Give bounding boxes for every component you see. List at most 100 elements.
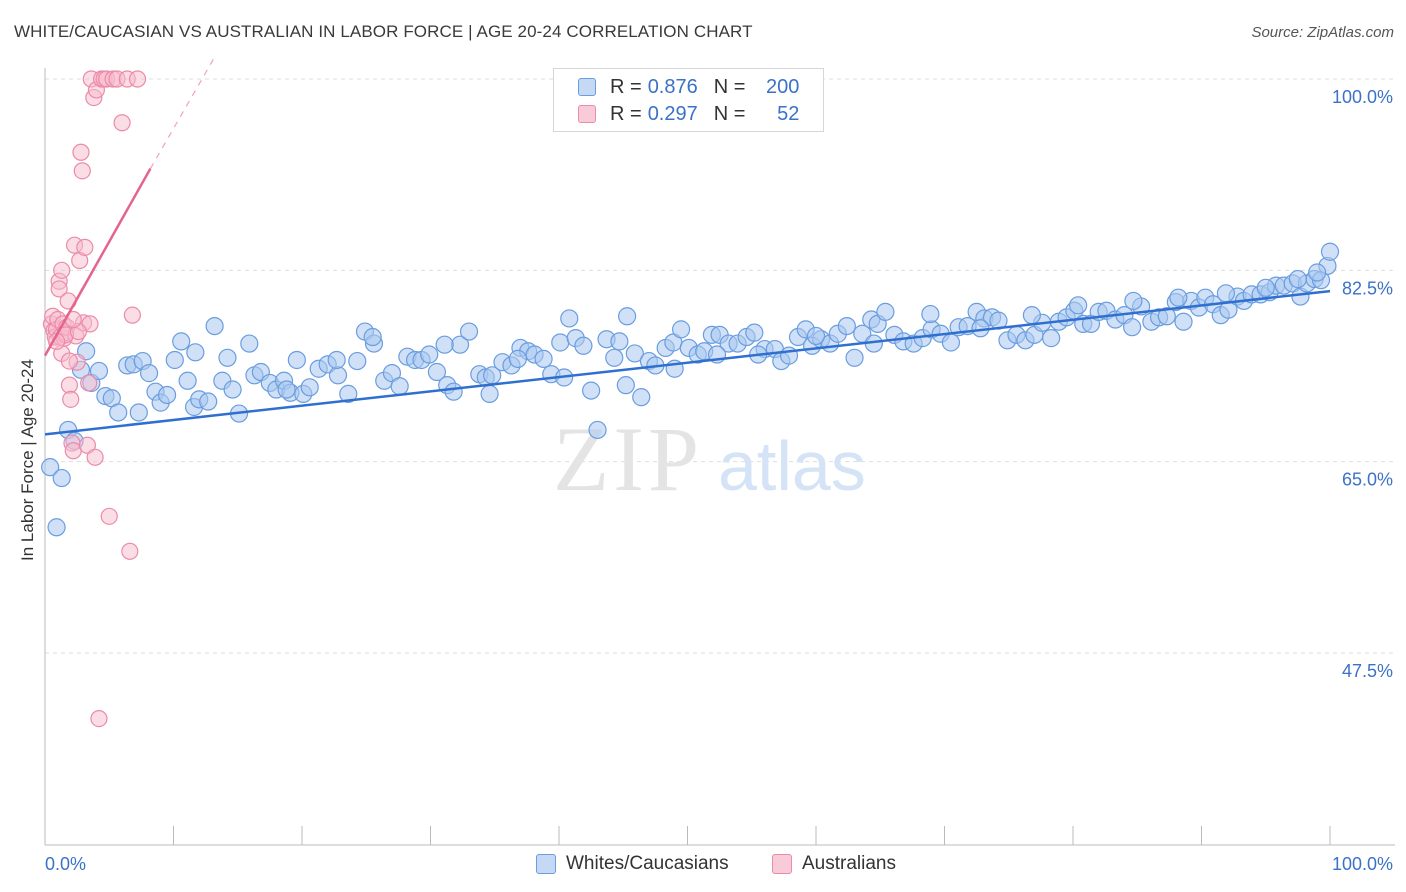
watermark-zip: ZIP (553, 408, 703, 510)
whites-point (47, 518, 66, 537)
australians-point (121, 542, 139, 560)
whites-point (625, 344, 644, 363)
whites-point (339, 384, 358, 403)
whites-point (845, 348, 864, 367)
trend-lines (43, 56, 1331, 436)
legend-r-label: R = (610, 75, 642, 98)
whites-point (165, 350, 184, 370)
australians-point (72, 143, 90, 161)
whites-point (427, 362, 447, 382)
australians-trend-extension (149, 56, 216, 169)
legend-r-value: 0.297 (647, 102, 698, 125)
whites-point (941, 333, 961, 352)
y-tick-label: 65.0% (1342, 470, 1393, 490)
whites-point (300, 378, 319, 397)
whites-point (574, 336, 593, 355)
whites-point (52, 468, 71, 488)
x-tick-label: 0.0% (45, 854, 86, 874)
whites-point (186, 343, 205, 362)
legend-swatch-whites (536, 854, 556, 874)
legend-n-label: N = (713, 102, 746, 125)
australians-point (123, 306, 141, 324)
y-tick-labels: 47.5% 65.0% 82.5% 100.0% (1332, 87, 1393, 681)
correlation-legend: R = 0.876 N = 200 R = 0.297 N = 52 (553, 68, 824, 132)
whites-point (1320, 242, 1340, 261)
whites-point (560, 309, 579, 328)
whites-point (610, 332, 629, 351)
australians-point (62, 390, 80, 408)
whites-point (89, 361, 109, 381)
whites-point (1288, 269, 1307, 289)
watermark: ZIP atlas (553, 408, 866, 510)
australians-point (100, 507, 118, 525)
whites-point (1157, 307, 1176, 326)
source-label: Source: ZipAtlas.com (1251, 24, 1394, 41)
whites-point (157, 385, 177, 405)
australians-trend-line (43, 168, 152, 357)
whites-point (444, 382, 463, 401)
australians-point (78, 436, 97, 454)
australians-point (53, 261, 71, 279)
whites-point (671, 320, 691, 339)
whites-point (876, 302, 895, 321)
whites-point (327, 350, 346, 370)
legend-r-label: R = (610, 102, 642, 125)
whites-point (420, 345, 439, 364)
chart-title: WHITE/CAUCASIAN VS AUSTRALIAN IN LABOR F… (14, 22, 753, 41)
whites-points (41, 242, 1340, 537)
australians-point (90, 709, 108, 728)
legend-swatch-whites (578, 78, 596, 96)
whites-point (588, 420, 607, 440)
whites-point (921, 304, 940, 324)
whites-point (205, 316, 224, 336)
whites-point (178, 371, 197, 390)
whites-point (1169, 288, 1188, 307)
legend-swatch-australians (772, 854, 792, 874)
legend-n-value: 52 (777, 102, 800, 125)
australians-point (50, 280, 68, 298)
whites-point (551, 333, 570, 352)
y-tick-label: 82.5% (1342, 278, 1393, 298)
whites-point (435, 335, 454, 354)
whites-point (277, 380, 296, 399)
whites-point (480, 384, 499, 403)
australians-point (86, 448, 104, 466)
whites-point (139, 364, 159, 383)
legend-label-australians: Australians (802, 853, 896, 874)
australians-point (128, 70, 147, 88)
x-tick-label: 100.0% (1332, 854, 1393, 874)
whites-point (806, 326, 826, 346)
whites-point (837, 316, 856, 336)
australians-points (42, 70, 147, 728)
legend-row-australians: R = 0.297 N = 52 (578, 102, 799, 126)
australians-point (80, 374, 98, 392)
whites-point (1216, 284, 1236, 303)
whites-point (1022, 306, 1041, 325)
whites-point (1174, 312, 1193, 331)
legend-label-whites: Whites/Caucasians (566, 853, 729, 874)
whites-point (348, 351, 367, 371)
australians-point (73, 162, 91, 180)
whites-point (459, 322, 479, 341)
australians-point (76, 238, 94, 256)
legend-item-whites: Whites/Caucasians (536, 852, 729, 876)
legend-row-whites: R = 0.876 N = 200 (578, 75, 799, 99)
whites-point (632, 388, 651, 407)
whites-trend-line (44, 289, 1331, 436)
whites-point (534, 349, 553, 368)
x-tick-labels: 0.0% 100.0% (45, 854, 1393, 874)
axes (44, 68, 1395, 846)
whites-point (287, 350, 306, 370)
whites-point (129, 403, 148, 422)
australians-point (60, 352, 79, 370)
whites-point (1123, 318, 1142, 337)
legend-item-australians: Australians (772, 852, 896, 876)
whites-point (41, 458, 60, 477)
australians-point (60, 376, 79, 394)
grid-lines (45, 78, 1395, 654)
whites-point (745, 323, 764, 342)
legend-n-value: 200 (766, 75, 800, 98)
australians-point (113, 114, 131, 132)
whites-point (582, 381, 601, 400)
